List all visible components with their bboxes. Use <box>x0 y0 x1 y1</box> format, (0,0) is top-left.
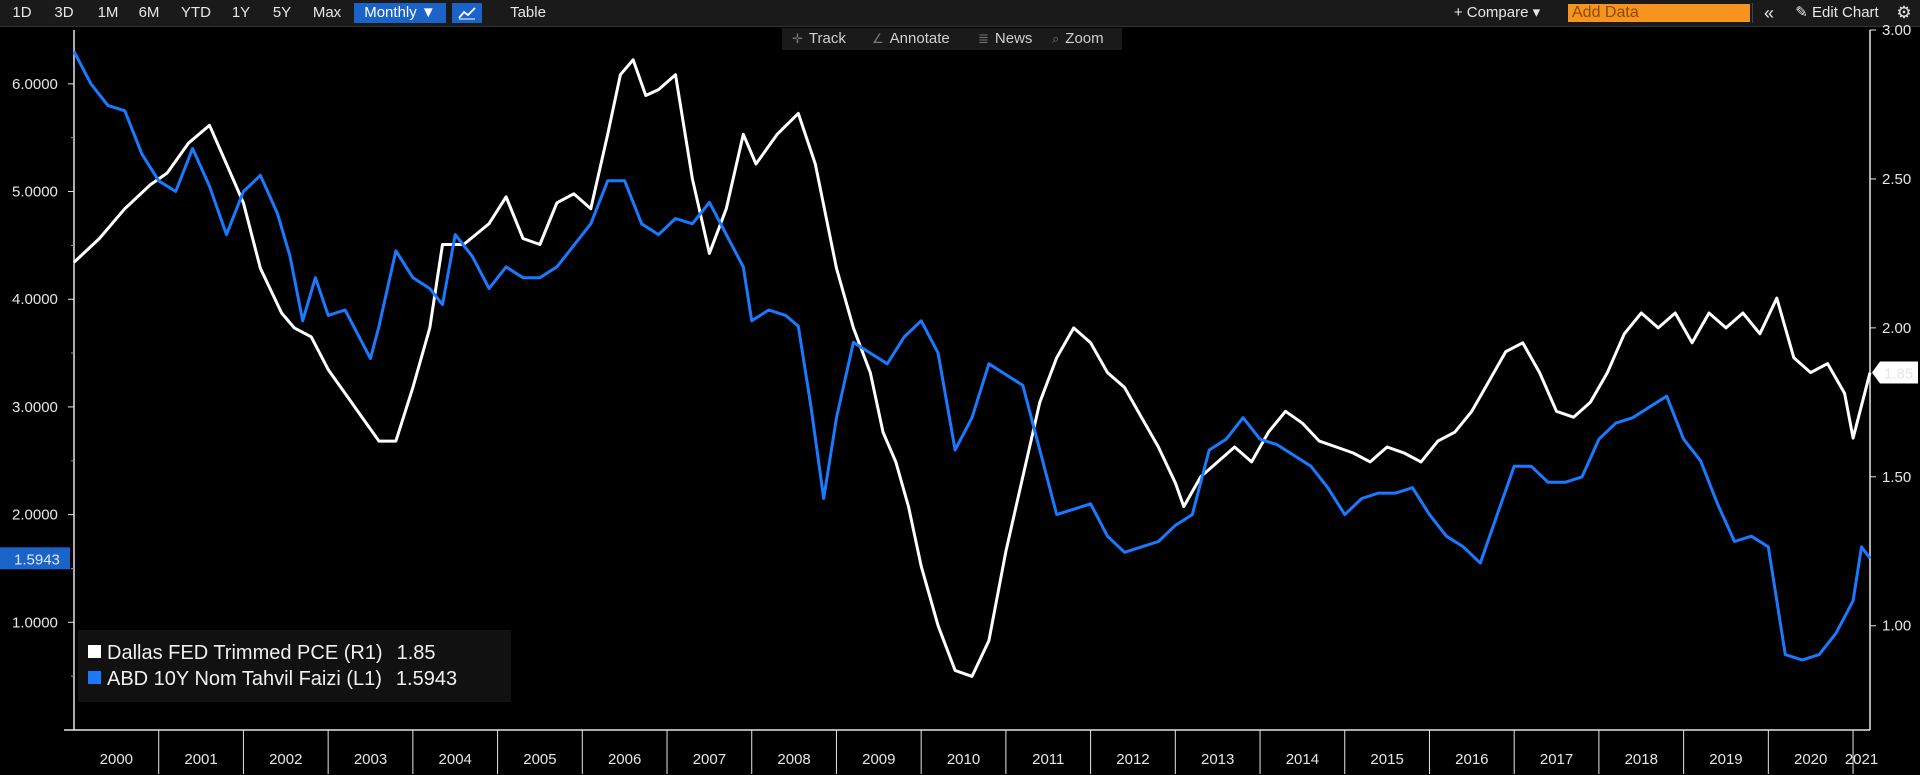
left-tick-label: 5.0000 <box>12 184 58 201</box>
x-tick-label: 2014 <box>1286 751 1319 768</box>
x-tick-label: 2019 <box>1709 751 1742 768</box>
x-tick-label: 2010 <box>947 751 980 768</box>
pencil-icon: ∠ <box>872 31 884 46</box>
legend-yield-label: ABD 10Y Nom Tahvil Faizi (L1) <box>107 668 382 690</box>
zoom-label: Zoom <box>1065 30 1104 47</box>
legend-yield-value: 1.5943 <box>395 668 458 690</box>
range-1y-button[interactable]: 1Y <box>231 4 251 21</box>
right-tick-label: 2.00 <box>1882 320 1911 337</box>
gear-icon[interactable]: ⚙ <box>1896 3 1912 22</box>
x-tick-label: 2020 <box>1794 751 1827 768</box>
left-last-value-label: 1.5943 <box>14 551 60 568</box>
x-tick-label: 2009 <box>862 751 895 768</box>
x-tick-label: 2003 <box>354 751 387 768</box>
x-tick-label: 2001 <box>184 751 217 768</box>
legend-swatch-white <box>88 645 101 658</box>
right-axis: 3.00 2.50 2.00 1.50 1.00 <box>1870 22 1911 635</box>
x-tick-label: 2000 <box>100 751 133 768</box>
chart-toolbar: 1D 3D 1M 6M YTD 1Y 5Y Max Monthly ▼ Tabl… <box>0 0 1920 27</box>
axis-lines <box>64 30 1871 731</box>
line-chart-glyph <box>458 7 476 20</box>
legend-item-pce[interactable]: Dallas FED Trimmed PCE (R1) 1.85 <box>88 640 436 666</box>
x-tick-label: 2006 <box>608 751 641 768</box>
left-axis: 6.0000 5.0000 4.0000 3.0000 2.0000 1.0000 <box>12 76 74 677</box>
news-icon: ≣ <box>978 31 989 46</box>
track-label: Track <box>808 30 846 47</box>
chart-tools: ✛ Track ∠ Annotate ≣ News ⌕ Zoom <box>782 28 1122 50</box>
frequency-dropdown[interactable]: Monthly ▼ <box>354 3 446 23</box>
range-6m-button[interactable]: 6M <box>138 4 160 21</box>
left-tick-label: 6.0000 <box>12 76 58 93</box>
right-last-value-badge <box>1872 361 1918 384</box>
annotate-label: Annotate <box>889 30 950 47</box>
x-axis: 2000 2001 2002 2003 2004 2005 2006 2007 2008 2009… <box>100 730 1878 774</box>
left-tick-label: 3.0000 <box>12 399 58 416</box>
legend-item-yield[interactable]: ABD 10Y Nom Tahvil Faizi (L1) 1.5943 <box>88 666 457 692</box>
x-tick-label: 2012 <box>1116 751 1149 768</box>
range-max-button[interactable]: Max <box>312 4 342 21</box>
x-tick-label: 2008 <box>777 751 810 768</box>
series-lines <box>72 50 1872 678</box>
range-ytd-button[interactable]: YTD <box>181 4 211 21</box>
zoom-button[interactable]: ⌕ Zoom <box>1052 28 1104 50</box>
x-tick-label: 2011 <box>1032 751 1064 768</box>
x-tick-label: 2017 <box>1540 751 1573 768</box>
collapse-icon[interactable]: « <box>1763 3 1774 23</box>
range-1m-button[interactable]: 1M <box>97 4 119 21</box>
annotate-button[interactable]: ∠ Annotate <box>872 28 950 50</box>
magnifier-icon: ⌕ <box>1052 31 1060 46</box>
last-value-markers: 1.5943 1.85 <box>0 361 1918 570</box>
legend-pce-value: 1.85 <box>396 642 436 664</box>
x-tick-label: 2021 <box>1845 751 1878 768</box>
range-1d-button[interactable]: 1D <box>12 4 32 21</box>
line-chart-icon[interactable] <box>452 3 482 23</box>
range-5y-button[interactable]: 5Y <box>272 4 292 21</box>
x-tick-label: 2002 <box>269 751 302 768</box>
right-tick-label: 1.00 <box>1882 618 1911 635</box>
yield-series-line <box>72 50 1872 662</box>
news-button[interactable]: ≣ News <box>978 28 1032 50</box>
compare-button[interactable]: + Compare ▾ <box>1453 4 1541 21</box>
right-last-value-label: 1.85 <box>1884 366 1913 383</box>
add-data-input[interactable] <box>1568 4 1750 22</box>
pce-series-line <box>72 58 1872 678</box>
x-tick-label: 2004 <box>439 751 472 768</box>
edit-chart-button[interactable]: ✎ Edit Chart <box>1795 4 1879 21</box>
right-tick-label: 3.00 <box>1882 22 1911 39</box>
left-last-value-badge <box>0 547 70 570</box>
range-3d-button[interactable]: 3D <box>54 4 74 21</box>
toolbar-divider <box>1752 3 1753 23</box>
legend-swatch-blue <box>88 671 101 684</box>
track-button[interactable]: ✛ Track <box>792 28 846 50</box>
x-tick-label: 2005 <box>523 751 556 768</box>
left-tick-label: 4.0000 <box>12 291 58 308</box>
x-tick-label: 2013 <box>1201 751 1234 768</box>
table-button[interactable]: Table <box>510 4 546 21</box>
legend-pce-label: Dallas FED Trimmed PCE (R1) <box>107 642 383 664</box>
right-tick-label: 2.50 <box>1882 171 1911 188</box>
crosshair-icon: ✛ <box>792 31 803 46</box>
news-label: News <box>994 30 1033 47</box>
left-tick-label: 1.0000 <box>12 614 58 631</box>
x-tick-label: 2016 <box>1455 751 1488 768</box>
left-tick-label: 2.0000 <box>12 507 58 524</box>
chart-legend: Dallas FED Trimmed PCE (R1) 1.85 ABD 10Y … <box>78 630 511 702</box>
right-tick-label: 1.50 <box>1882 469 1911 486</box>
x-tick-label: 2007 <box>693 751 726 768</box>
x-tick-label: 2015 <box>1370 751 1403 768</box>
x-tick-label: 2018 <box>1625 751 1658 768</box>
